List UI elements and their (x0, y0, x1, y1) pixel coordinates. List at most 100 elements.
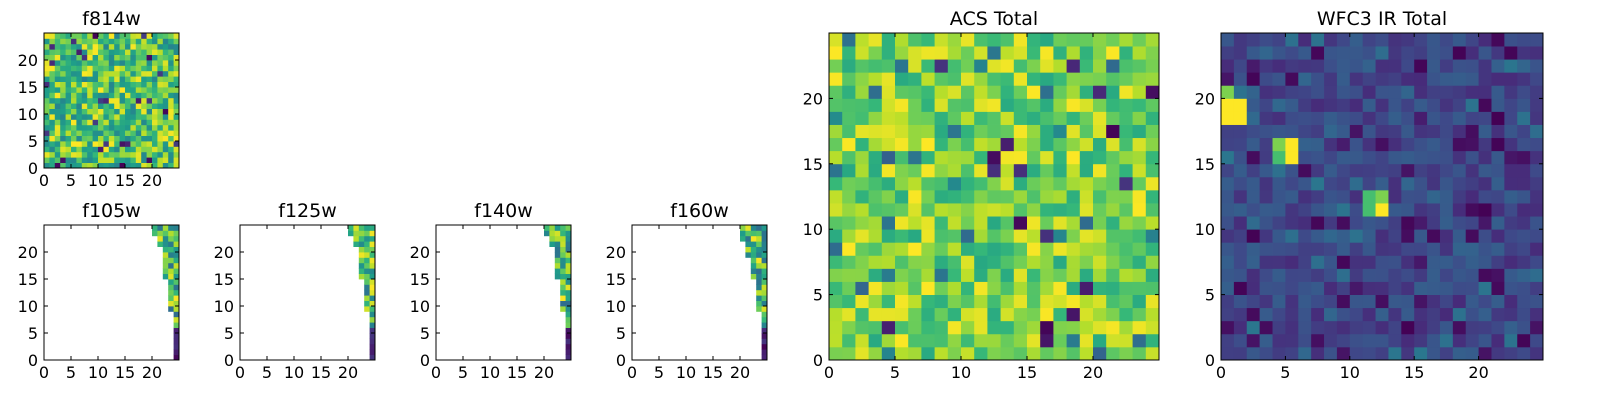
cell (1530, 33, 1544, 47)
cell (135, 97, 142, 104)
cell (98, 141, 104, 147)
cell (141, 97, 147, 104)
cell (1478, 98, 1492, 112)
cell (1272, 163, 1286, 178)
cell (1246, 320, 1261, 335)
cell (1259, 59, 1273, 73)
cell (1349, 242, 1364, 256)
cell (1027, 333, 1041, 348)
cell (152, 33, 158, 39)
cell (87, 162, 93, 169)
cell (1504, 111, 1518, 125)
cell (65, 108, 72, 115)
cell (1414, 320, 1428, 335)
cell (157, 103, 164, 109)
cell (119, 103, 126, 109)
cell (81, 141, 88, 147)
cell (103, 70, 110, 77)
cell (1336, 85, 1351, 99)
cell (173, 225, 180, 231)
cell (1530, 137, 1544, 152)
cell (1066, 268, 1081, 282)
cell (130, 103, 137, 109)
cell (119, 76, 126, 82)
cell (168, 97, 174, 104)
cell (868, 189, 883, 204)
cell (1013, 124, 1028, 139)
cell (114, 54, 120, 61)
x-tick-label: 5 (458, 363, 468, 382)
cell (961, 346, 975, 361)
cell (141, 162, 147, 169)
cell (125, 65, 131, 72)
cell (1478, 150, 1492, 165)
cell (364, 257, 370, 264)
cell (974, 85, 988, 99)
cell (1066, 294, 1081, 309)
cell (1013, 111, 1028, 125)
cell (1000, 111, 1015, 125)
cell (1427, 150, 1441, 165)
cell (146, 81, 153, 88)
cell (135, 76, 142, 82)
cell (1298, 346, 1312, 361)
cell (1349, 72, 1364, 86)
cell (1000, 150, 1015, 165)
cell (745, 225, 752, 231)
panel-title: f105w (82, 200, 141, 222)
cell (895, 216, 909, 230)
cell (1414, 307, 1428, 322)
cell (108, 103, 115, 109)
cell (98, 124, 104, 131)
cell (1285, 72, 1299, 86)
cell (98, 33, 104, 39)
cell (1375, 189, 1389, 204)
cell (1491, 189, 1505, 204)
cell (125, 38, 131, 45)
cell (114, 130, 120, 136)
x-tick-label: 5 (66, 171, 76, 190)
cell (44, 103, 50, 109)
cell (65, 162, 72, 169)
cell (1272, 124, 1286, 139)
cell (1221, 150, 1235, 165)
cell (740, 225, 746, 231)
cell (1517, 203, 1531, 217)
cell (1336, 189, 1351, 204)
cell (1259, 33, 1273, 47)
cell (908, 281, 922, 295)
cell (895, 255, 909, 269)
cell (54, 130, 61, 136)
cell (81, 87, 88, 93)
cell (881, 163, 896, 178)
cell (49, 130, 56, 136)
cell (49, 119, 56, 126)
y-tick-label: 0 (420, 351, 430, 370)
cell (364, 268, 370, 274)
x-tick-label: 15 (1017, 363, 1037, 382)
cell (1040, 163, 1054, 178)
cell (829, 163, 843, 178)
cell (1079, 281, 1094, 295)
cell (1027, 320, 1041, 335)
cell (1093, 307, 1107, 322)
cell (1517, 176, 1531, 191)
cell (173, 327, 180, 334)
cell (173, 354, 180, 361)
cell (895, 307, 909, 322)
cell (1530, 216, 1544, 230)
cell (1013, 176, 1028, 191)
cell (1246, 229, 1261, 243)
cell (1491, 229, 1505, 243)
cell (934, 346, 949, 361)
cell (1119, 150, 1133, 165)
cell (750, 230, 757, 237)
cell (44, 65, 50, 72)
cell (1414, 189, 1428, 204)
cell (146, 97, 153, 104)
cell (353, 235, 360, 242)
cell (829, 242, 843, 256)
cell (1349, 150, 1364, 165)
cell (881, 124, 896, 139)
cell (1336, 281, 1351, 295)
